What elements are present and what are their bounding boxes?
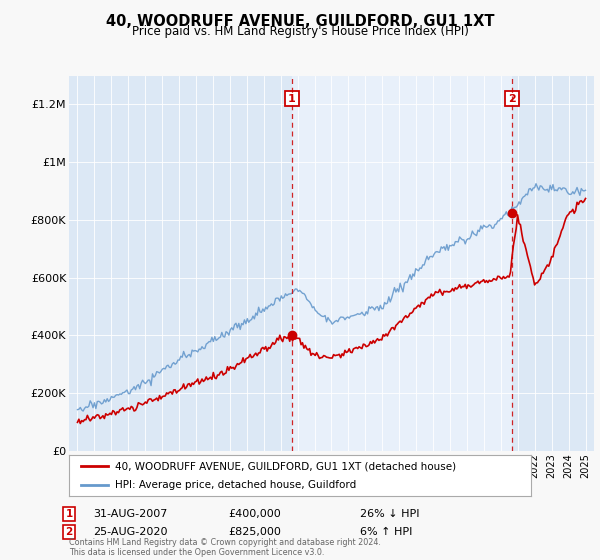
Text: HPI: Average price, detached house, Guildford: HPI: Average price, detached house, Guil… — [115, 480, 356, 489]
Text: 25-AUG-2020: 25-AUG-2020 — [93, 527, 167, 537]
Text: 26% ↓ HPI: 26% ↓ HPI — [360, 509, 419, 519]
Text: £825,000: £825,000 — [228, 527, 281, 537]
Text: 40, WOODRUFF AVENUE, GUILDFORD, GU1 1XT (detached house): 40, WOODRUFF AVENUE, GUILDFORD, GU1 1XT … — [115, 461, 457, 471]
Text: Price paid vs. HM Land Registry's House Price Index (HPI): Price paid vs. HM Land Registry's House … — [131, 25, 469, 38]
Text: 1: 1 — [65, 509, 73, 519]
Text: 40, WOODRUFF AVENUE, GUILDFORD, GU1 1XT: 40, WOODRUFF AVENUE, GUILDFORD, GU1 1XT — [106, 14, 494, 29]
Text: 2: 2 — [65, 527, 73, 537]
Text: 1: 1 — [288, 94, 296, 104]
Text: 2: 2 — [508, 94, 516, 104]
Bar — [292, 76, 512, 451]
Text: 6% ↑ HPI: 6% ↑ HPI — [360, 527, 412, 537]
Text: £400,000: £400,000 — [228, 509, 281, 519]
Text: 31-AUG-2007: 31-AUG-2007 — [93, 509, 167, 519]
Text: Contains HM Land Registry data © Crown copyright and database right 2024.
This d: Contains HM Land Registry data © Crown c… — [69, 538, 381, 557]
